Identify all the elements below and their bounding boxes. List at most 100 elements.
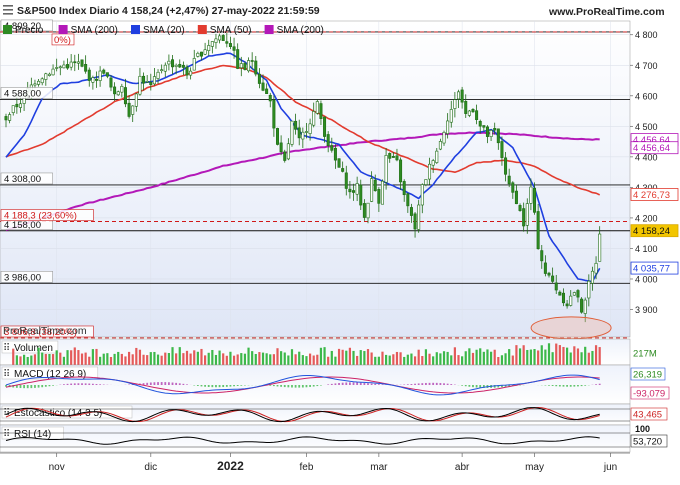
candle-body xyxy=(378,189,380,203)
macd-histogram-bar xyxy=(316,385,318,386)
candle-body xyxy=(410,207,412,215)
macd-histogram-bar xyxy=(345,382,347,385)
macd-histogram-bar xyxy=(179,383,181,385)
candle-body xyxy=(504,158,506,174)
site-url[interactable]: www.ProRealTime.com xyxy=(548,6,665,18)
macd-histogram-bar xyxy=(309,385,311,387)
panel-title: MACD (12 26 9) xyxy=(14,369,86,380)
candle-body xyxy=(84,64,86,71)
volume-bar xyxy=(95,349,97,365)
candle-body xyxy=(352,191,354,193)
macd-histogram-bar xyxy=(41,385,43,387)
volume-bar xyxy=(56,350,58,365)
candle-body xyxy=(389,153,391,158)
candle-body xyxy=(356,183,358,194)
volume-bar xyxy=(117,352,119,365)
x-tick-label: mar xyxy=(370,462,388,473)
candle-body xyxy=(526,204,528,226)
candle-body xyxy=(450,109,452,122)
candle-body xyxy=(146,81,148,82)
macd-histogram-bar xyxy=(233,385,235,386)
volume-bar xyxy=(23,355,25,365)
macd-histogram-bar xyxy=(34,385,36,388)
candle-body xyxy=(12,106,14,113)
candle-body xyxy=(92,78,94,83)
volume-bar xyxy=(168,353,170,365)
candle-body xyxy=(461,90,463,102)
macd-histogram-bar xyxy=(226,385,228,387)
candle-body xyxy=(291,121,293,144)
macd-tag: 26,319 xyxy=(631,368,665,381)
x-tick-label: jun xyxy=(603,462,617,473)
volume-bar xyxy=(374,357,376,365)
candle-body xyxy=(551,276,553,281)
candle-body xyxy=(425,179,427,184)
volume-bar xyxy=(580,352,582,365)
volume-bar xyxy=(37,348,39,365)
panel-frame xyxy=(0,425,630,452)
macd-histogram-bar xyxy=(327,384,329,385)
volume-bar xyxy=(320,348,322,365)
macd-histogram-bar xyxy=(284,385,286,387)
candle-body xyxy=(171,60,173,67)
volume-bar xyxy=(562,347,564,365)
volume-bar xyxy=(316,355,318,365)
watermark: ProRealTime.com xyxy=(3,325,87,337)
volume-bar xyxy=(490,352,492,365)
candle-body xyxy=(345,173,347,189)
legend-swatch xyxy=(198,25,207,34)
candle-body xyxy=(186,67,188,75)
macd-histogram-bar xyxy=(465,385,467,386)
volume-bar xyxy=(204,355,206,365)
volume-bar xyxy=(457,355,459,365)
volume-bar xyxy=(349,348,351,365)
macd-histogram-bar xyxy=(476,385,478,388)
macd-histogram-bar xyxy=(164,382,166,385)
candle-body xyxy=(490,130,492,136)
candle-body xyxy=(414,214,416,229)
candle-body xyxy=(182,65,184,67)
volume-bar xyxy=(103,354,105,365)
rsi-tag: 53,720 xyxy=(631,435,667,448)
volume-bar xyxy=(425,349,427,365)
candle-body xyxy=(128,103,130,116)
macd-histogram-bar xyxy=(472,385,474,387)
volume-bar xyxy=(30,356,32,365)
macd-histogram-bar xyxy=(208,385,210,387)
candle-body xyxy=(269,95,271,101)
candle-body xyxy=(229,43,231,46)
candle-body xyxy=(240,64,242,68)
volume-bar xyxy=(287,355,289,365)
macd-histogram-bar xyxy=(563,385,565,387)
candle-body xyxy=(512,183,514,193)
candle-body xyxy=(66,64,68,68)
macd-histogram-bar xyxy=(447,384,449,385)
x-tick-label: may xyxy=(525,462,544,473)
volume-bar xyxy=(439,353,441,365)
volume-bar xyxy=(566,348,568,365)
macd-histogram-bar xyxy=(27,385,29,388)
candle xyxy=(573,292,575,296)
macd-histogram-bar xyxy=(566,385,568,387)
candle-body xyxy=(41,79,43,83)
y-tick-label: 4 600 xyxy=(635,91,658,101)
volume-bar xyxy=(251,351,253,365)
volume-bar xyxy=(247,348,249,365)
macd-histogram-bar xyxy=(411,384,413,385)
macd-histogram-bar xyxy=(88,384,90,385)
candle-body xyxy=(74,62,76,63)
y-tick-label: 4 700 xyxy=(635,61,658,71)
volume-bar xyxy=(128,352,130,365)
y-tick-label: 4 800 xyxy=(635,30,658,40)
volume-bar xyxy=(345,351,347,365)
macd-histogram-bar xyxy=(552,385,554,386)
candle-body xyxy=(313,111,315,125)
candle-body xyxy=(519,205,521,210)
volume-bar xyxy=(309,354,311,365)
volume-bar xyxy=(501,355,503,365)
menu-icon[interactable] xyxy=(3,5,13,15)
volume-bar xyxy=(352,351,354,365)
macd-histogram-bar xyxy=(436,383,438,385)
candle-body xyxy=(468,111,470,115)
candle-body xyxy=(548,273,550,275)
